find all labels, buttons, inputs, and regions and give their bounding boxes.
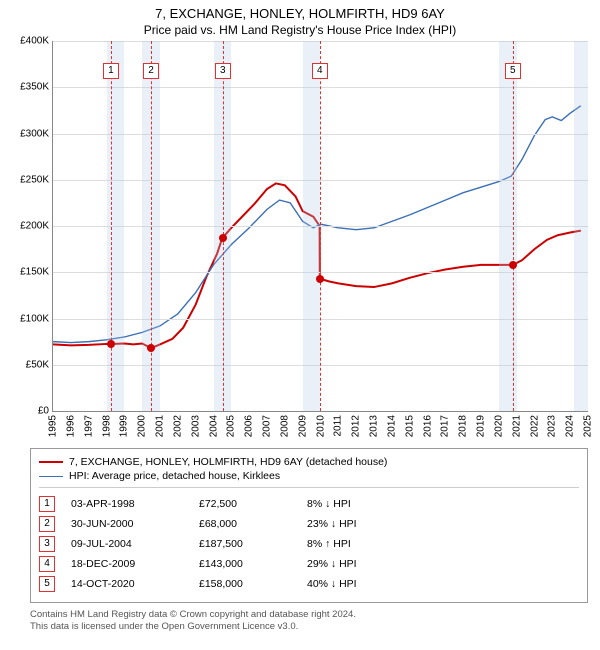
transaction-index-badge: 2 (39, 516, 55, 532)
chart-title: 7, EXCHANGE, HONLEY, HOLMFIRTH, HD9 6AY (0, 0, 600, 21)
legend-panel: 7, EXCHANGE, HONLEY, HOLMFIRTH, HD9 6AY … (30, 448, 588, 603)
transaction-index-badge: 5 (39, 576, 55, 592)
y-axis-tick-label: £200K (20, 221, 49, 232)
transaction-marker-badge: 1 (103, 63, 119, 79)
chart-plot-area: £0£50K£100K£150K£200K£250K£300K£350K£400… (52, 41, 588, 412)
transaction-delta: 8% ↓ HPI (307, 498, 427, 510)
transaction-row: 5 14-OCT-2020 £158,000 40% ↓ HPI (39, 574, 579, 594)
x-axis-tick-label: 2021 (511, 415, 522, 437)
chart-subtitle: Price paid vs. HM Land Registry's House … (0, 21, 600, 41)
transaction-index-badge: 1 (39, 496, 55, 512)
legend-series-label: HPI: Average price, detached house, Kirk… (69, 470, 280, 482)
x-axis-tick-label: 2014 (386, 415, 397, 437)
x-axis-tick-label: 2018 (458, 415, 469, 437)
x-axis-tick-label: 1995 (48, 415, 59, 437)
x-axis-tick-label: 1997 (83, 415, 94, 437)
x-axis-tick-label: 2020 (493, 415, 504, 437)
y-axis-tick-label: £150K (20, 267, 49, 278)
x-axis-tick-label: 1999 (119, 415, 130, 437)
transaction-point (147, 344, 155, 352)
transaction-delta: 40% ↓ HPI (307, 578, 427, 590)
transaction-marker-badge: 3 (215, 63, 231, 79)
x-axis-tick-label: 2016 (422, 415, 433, 437)
transaction-point (219, 234, 227, 242)
x-axis-tick-label: 1996 (65, 415, 76, 437)
x-axis-tick-label: 2023 (547, 415, 558, 437)
shaded-period (499, 41, 517, 411)
x-axis-tick-label: 2004 (208, 415, 219, 437)
x-axis-tick-label: 2017 (440, 415, 451, 437)
transaction-index-badge: 4 (39, 556, 55, 572)
transaction-row: 4 18-DEC-2009 £143,000 29% ↓ HPI (39, 554, 579, 574)
transaction-delta: 8% ↑ HPI (307, 538, 427, 550)
transaction-marker-badge: 5 (505, 63, 521, 79)
transaction-point (107, 340, 115, 348)
transaction-marker-line (111, 41, 112, 411)
transaction-row: 1 03-APR-1998 £72,500 8% ↓ HPI (39, 494, 579, 514)
transaction-price: £187,500 (199, 538, 299, 550)
transaction-price: £143,000 (199, 558, 299, 570)
x-axis-tick-label: 2024 (565, 415, 576, 437)
legend-series-row: HPI: Average price, detached house, Kirk… (39, 469, 579, 483)
transaction-row: 2 30-JUN-2000 £68,000 23% ↓ HPI (39, 514, 579, 534)
attribution-line1: Contains HM Land Registry data © Crown c… (30, 609, 588, 621)
transaction-delta: 29% ↓ HPI (307, 558, 427, 570)
x-axis-tick-label: 2006 (244, 415, 255, 437)
y-axis-tick-label: £350K (20, 82, 49, 93)
transaction-marker-line (223, 41, 224, 411)
legend-series-label: 7, EXCHANGE, HONLEY, HOLMFIRTH, HD9 6AY … (69, 456, 387, 468)
shaded-period (107, 41, 125, 411)
transaction-price: £158,000 (199, 578, 299, 590)
transaction-date: 03-APR-1998 (71, 498, 191, 510)
x-axis-tick-label: 2009 (297, 415, 308, 437)
transaction-marker-badge: 4 (312, 63, 328, 79)
y-axis-tick-label: £100K (20, 313, 49, 324)
transaction-price: £72,500 (199, 498, 299, 510)
x-axis-tick-label: 2007 (262, 415, 273, 437)
x-axis-tick-label: 2019 (476, 415, 487, 437)
transaction-date: 18-DEC-2009 (71, 558, 191, 570)
legend-divider (39, 487, 579, 488)
y-axis-tick-label: £50K (26, 359, 49, 370)
x-axis-tick-label: 2022 (529, 415, 540, 437)
y-axis-tick-label: £300K (20, 128, 49, 139)
transaction-index-badge: 3 (39, 536, 55, 552)
transaction-marker-line (513, 41, 514, 411)
x-axis-tick-label: 2002 (172, 415, 183, 437)
transaction-date: 09-JUL-2004 (71, 538, 191, 550)
x-axis-tick-label: 2015 (404, 415, 415, 437)
transaction-date: 30-JUN-2000 (71, 518, 191, 530)
transaction-date: 14-OCT-2020 (71, 578, 191, 590)
transaction-point (509, 261, 517, 269)
transaction-marker-badge: 2 (143, 63, 159, 79)
x-axis-tick-label: 2013 (369, 415, 380, 437)
y-axis-tick-label: £250K (20, 174, 49, 185)
shaded-period (303, 41, 321, 411)
shaded-period (574, 41, 588, 411)
attribution-text: Contains HM Land Registry data © Crown c… (30, 609, 588, 634)
x-axis-tick-label: 2003 (190, 415, 201, 437)
x-axis-tick-label: 2010 (315, 415, 326, 437)
transaction-point (316, 275, 324, 283)
transaction-row: 3 09-JUL-2004 £187,500 8% ↑ HPI (39, 534, 579, 554)
transaction-marker-line (320, 41, 321, 411)
x-axis-tick-label: 2025 (583, 415, 594, 437)
legend-swatch (39, 476, 63, 477)
x-axis-tick-label: 2008 (279, 415, 290, 437)
x-axis-tick-label: 2001 (155, 415, 166, 437)
x-axis-tick-label: 2012 (351, 415, 362, 437)
y-axis-tick-label: £400K (20, 36, 49, 47)
transaction-delta: 23% ↓ HPI (307, 518, 427, 530)
legend-series-row: 7, EXCHANGE, HONLEY, HOLMFIRTH, HD9 6AY … (39, 455, 579, 469)
legend-swatch (39, 461, 63, 463)
attribution-line2: This data is licensed under the Open Gov… (30, 621, 588, 633)
x-axis-tick-label: 2005 (226, 415, 237, 437)
x-axis-tick-label: 1998 (101, 415, 112, 437)
transaction-marker-line (151, 41, 152, 411)
x-axis-tick-label: 2000 (137, 415, 148, 437)
transaction-price: £68,000 (199, 518, 299, 530)
x-axis-tick-label: 2011 (333, 415, 344, 437)
